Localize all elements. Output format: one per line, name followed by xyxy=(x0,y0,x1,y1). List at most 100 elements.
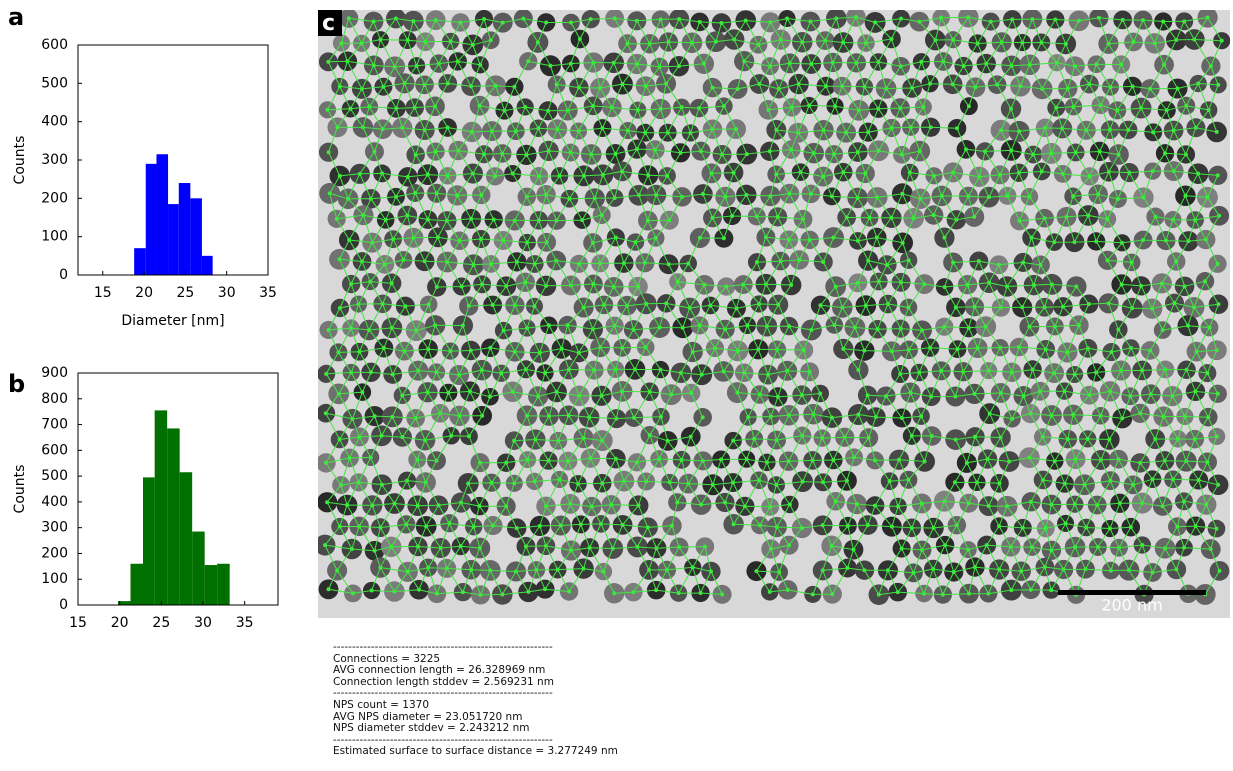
node xyxy=(566,459,570,463)
node xyxy=(765,460,769,464)
node xyxy=(666,439,670,443)
node xyxy=(456,149,460,153)
node xyxy=(515,260,519,264)
node xyxy=(644,345,648,349)
node xyxy=(744,19,748,23)
node xyxy=(588,546,592,550)
node xyxy=(1184,104,1188,108)
node xyxy=(577,351,581,355)
node xyxy=(1140,368,1144,372)
node xyxy=(1131,84,1135,88)
node xyxy=(954,218,958,222)
node xyxy=(868,216,872,220)
node xyxy=(1193,437,1197,441)
node xyxy=(478,461,482,465)
node xyxy=(436,235,440,239)
node xyxy=(875,236,879,240)
node xyxy=(1039,40,1043,44)
node xyxy=(681,326,685,330)
node xyxy=(910,526,914,530)
node xyxy=(1186,324,1190,328)
node xyxy=(862,85,866,89)
y-tick-label: 200 xyxy=(41,190,68,206)
node xyxy=(899,17,903,21)
node xyxy=(787,459,791,463)
node xyxy=(504,504,508,508)
node xyxy=(383,262,387,266)
node xyxy=(449,434,453,438)
node xyxy=(325,500,329,504)
x-tick-label: 20 xyxy=(111,615,129,631)
node xyxy=(841,347,845,351)
node xyxy=(1163,546,1167,550)
node xyxy=(566,109,570,113)
node xyxy=(1128,394,1132,398)
node xyxy=(545,240,549,244)
node xyxy=(635,460,639,464)
node xyxy=(543,587,547,591)
node xyxy=(1066,87,1070,91)
stats-text: ----------------------------------------… xyxy=(333,642,618,758)
node xyxy=(824,84,828,88)
node xyxy=(1086,213,1090,217)
node xyxy=(644,84,648,88)
node xyxy=(906,478,910,482)
node xyxy=(702,283,706,287)
node xyxy=(1096,192,1100,196)
node xyxy=(357,435,361,439)
node xyxy=(631,590,635,594)
node xyxy=(714,40,718,44)
node xyxy=(1084,525,1088,529)
node xyxy=(1206,15,1210,19)
node xyxy=(544,544,548,548)
node xyxy=(1161,504,1165,508)
node xyxy=(689,435,693,439)
node xyxy=(566,323,570,327)
node xyxy=(327,328,331,332)
node xyxy=(533,262,537,266)
node xyxy=(724,285,728,289)
node xyxy=(998,346,1002,350)
node xyxy=(1139,106,1143,110)
node xyxy=(765,324,769,328)
node xyxy=(569,283,573,287)
node xyxy=(845,479,849,483)
node xyxy=(1009,545,1013,549)
node xyxy=(1109,569,1113,573)
node xyxy=(768,194,772,198)
node xyxy=(390,415,394,419)
node xyxy=(1094,239,1098,243)
node xyxy=(856,196,860,200)
node xyxy=(1130,260,1134,264)
node xyxy=(854,15,858,19)
node xyxy=(876,107,880,111)
node xyxy=(896,590,900,594)
node xyxy=(426,173,430,177)
node xyxy=(569,21,573,25)
x-tick-label: 30 xyxy=(218,285,236,301)
node xyxy=(700,373,704,377)
node xyxy=(1149,392,1153,396)
node xyxy=(821,260,825,264)
node xyxy=(710,86,714,90)
node xyxy=(360,87,364,91)
node xyxy=(1087,302,1091,306)
node xyxy=(390,326,394,330)
node xyxy=(1063,482,1067,486)
node xyxy=(459,544,463,548)
node xyxy=(335,125,339,129)
node xyxy=(546,109,550,113)
node xyxy=(976,346,980,350)
node xyxy=(776,395,780,399)
node xyxy=(1120,241,1124,245)
node xyxy=(394,106,398,110)
node xyxy=(732,522,736,526)
bar xyxy=(190,198,202,275)
node xyxy=(1139,284,1143,288)
node xyxy=(818,392,822,396)
node xyxy=(967,592,971,596)
node xyxy=(538,351,542,355)
y-tick-label: 500 xyxy=(41,75,68,91)
node xyxy=(856,239,860,243)
node xyxy=(414,153,418,157)
